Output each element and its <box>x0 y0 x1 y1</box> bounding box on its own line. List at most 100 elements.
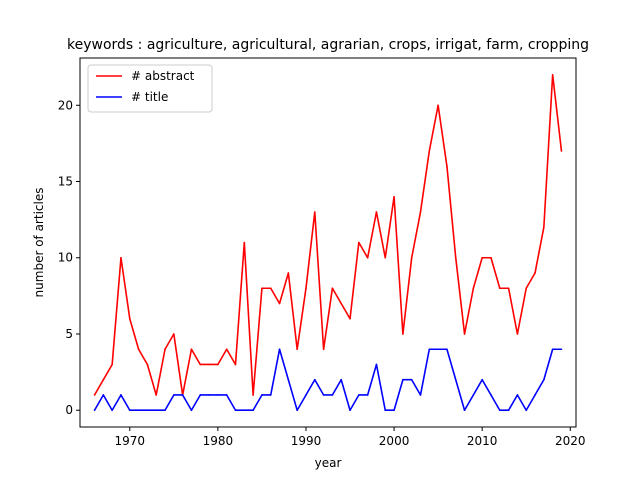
data-point <box>349 317 351 320</box>
chart-title: keywords : agriculture, agricultural, ag… <box>67 37 589 53</box>
data-point <box>278 348 281 351</box>
data-point <box>340 378 343 381</box>
data-point <box>164 348 166 351</box>
data-point <box>331 394 334 396</box>
data-point <box>261 394 263 396</box>
data-point <box>402 333 404 335</box>
data-point <box>560 150 563 152</box>
data-point <box>481 256 483 259</box>
data-point <box>384 256 387 259</box>
data-point <box>137 409 140 412</box>
data-point <box>428 150 431 152</box>
y-tick-label: 10 <box>58 251 73 265</box>
data-point <box>173 394 175 396</box>
data-point <box>543 226 545 229</box>
data-point <box>331 287 334 290</box>
data-point <box>128 317 131 320</box>
data-point <box>296 348 298 351</box>
data-point <box>217 363 219 366</box>
data-point <box>313 378 316 381</box>
data-point <box>128 409 131 412</box>
data-point <box>375 211 378 213</box>
data-point <box>410 256 413 259</box>
data-point <box>155 409 158 412</box>
data-point <box>534 394 536 396</box>
data-point <box>428 348 431 351</box>
axes-frame <box>79 57 577 428</box>
data-point <box>446 165 448 168</box>
data-point <box>269 287 272 290</box>
data-point <box>525 409 528 412</box>
data-point <box>181 394 184 396</box>
data-point <box>313 211 316 213</box>
data-point <box>102 378 105 381</box>
data-point <box>120 394 122 396</box>
data-point <box>146 409 149 412</box>
data-point <box>322 394 325 396</box>
data-point <box>349 409 351 412</box>
data-point <box>287 272 290 274</box>
data-point <box>490 256 492 259</box>
data-point <box>472 287 475 290</box>
x-tick-label: 2010 <box>467 434 498 448</box>
data-point <box>384 409 387 412</box>
data-point <box>278 302 281 305</box>
data-point <box>190 348 193 351</box>
legend: # abstract # title <box>87 64 213 113</box>
data-point <box>111 409 113 412</box>
data-point <box>137 348 140 351</box>
data-point <box>173 333 175 335</box>
x-tick-label: 2020 <box>555 434 586 448</box>
y-tick-label: 15 <box>58 175 73 189</box>
data-point <box>507 287 510 290</box>
series-line-title <box>93 348 562 412</box>
data-point <box>208 363 210 366</box>
data-point <box>199 394 202 396</box>
data-point <box>102 394 105 396</box>
y-tick-label: 20 <box>58 98 73 112</box>
series-line-abstract <box>93 73 563 396</box>
data-point <box>155 394 158 396</box>
data-point <box>498 287 501 290</box>
x-tick-label: 1970 <box>115 434 146 448</box>
data-point <box>366 394 369 396</box>
y-axis-label: number of articles <box>32 188 46 298</box>
data-point <box>437 348 439 351</box>
data-point <box>516 394 519 396</box>
data-point <box>287 378 290 381</box>
y-tick-label: 0 <box>65 403 73 417</box>
data-point <box>437 104 439 107</box>
data-point <box>252 409 254 412</box>
series-layer <box>93 73 563 412</box>
data-point <box>498 409 501 412</box>
data-point <box>534 272 536 274</box>
data-point <box>393 195 395 198</box>
data-point <box>393 409 395 412</box>
data-point <box>217 394 219 396</box>
x-tick-label: 2000 <box>379 434 410 448</box>
data-point <box>208 394 210 396</box>
data-point <box>164 409 166 412</box>
data-point <box>340 302 343 305</box>
data-point <box>358 241 360 244</box>
data-point <box>446 348 448 351</box>
data-point <box>199 363 202 366</box>
data-point <box>120 256 122 259</box>
x-tick-label: 1980 <box>203 434 234 448</box>
y-axis: 0 5 10 15 20 <box>58 98 80 417</box>
data-point <box>525 287 528 290</box>
data-point <box>225 348 228 351</box>
data-point <box>225 394 228 396</box>
y-tick-label: 5 <box>65 327 73 341</box>
x-axis: 1970 1980 1990 2000 2010 2020 <box>115 427 586 448</box>
data-point <box>543 378 545 381</box>
data-point <box>419 394 422 396</box>
data-point <box>243 409 246 412</box>
data-point <box>481 378 483 381</box>
data-point <box>261 287 263 290</box>
data-point <box>410 378 413 381</box>
data-point <box>375 363 378 366</box>
data-point <box>454 378 457 381</box>
data-point <box>234 363 237 366</box>
